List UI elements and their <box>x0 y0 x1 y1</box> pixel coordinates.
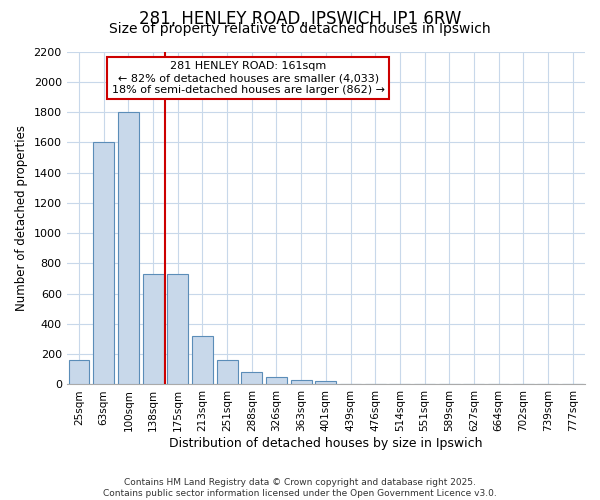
Bar <box>241 372 262 384</box>
Text: 281 HENLEY ROAD: 161sqm  
← 82% of detached houses are smaller (4,033)
18% of se: 281 HENLEY ROAD: 161sqm ← 82% of detache… <box>112 62 385 94</box>
Bar <box>167 274 188 384</box>
Bar <box>93 142 114 384</box>
X-axis label: Distribution of detached houses by size in Ipswich: Distribution of detached houses by size … <box>169 437 482 450</box>
Bar <box>316 382 337 384</box>
Bar <box>192 336 213 384</box>
Bar <box>118 112 139 384</box>
Bar <box>290 380 311 384</box>
Bar <box>217 360 238 384</box>
Text: Size of property relative to detached houses in Ipswich: Size of property relative to detached ho… <box>109 22 491 36</box>
Bar <box>143 274 164 384</box>
Bar <box>266 377 287 384</box>
Bar <box>68 360 89 384</box>
Y-axis label: Number of detached properties: Number of detached properties <box>15 125 28 311</box>
Text: 281, HENLEY ROAD, IPSWICH, IP1 6RW: 281, HENLEY ROAD, IPSWICH, IP1 6RW <box>139 10 461 28</box>
Text: Contains HM Land Registry data © Crown copyright and database right 2025.
Contai: Contains HM Land Registry data © Crown c… <box>103 478 497 498</box>
